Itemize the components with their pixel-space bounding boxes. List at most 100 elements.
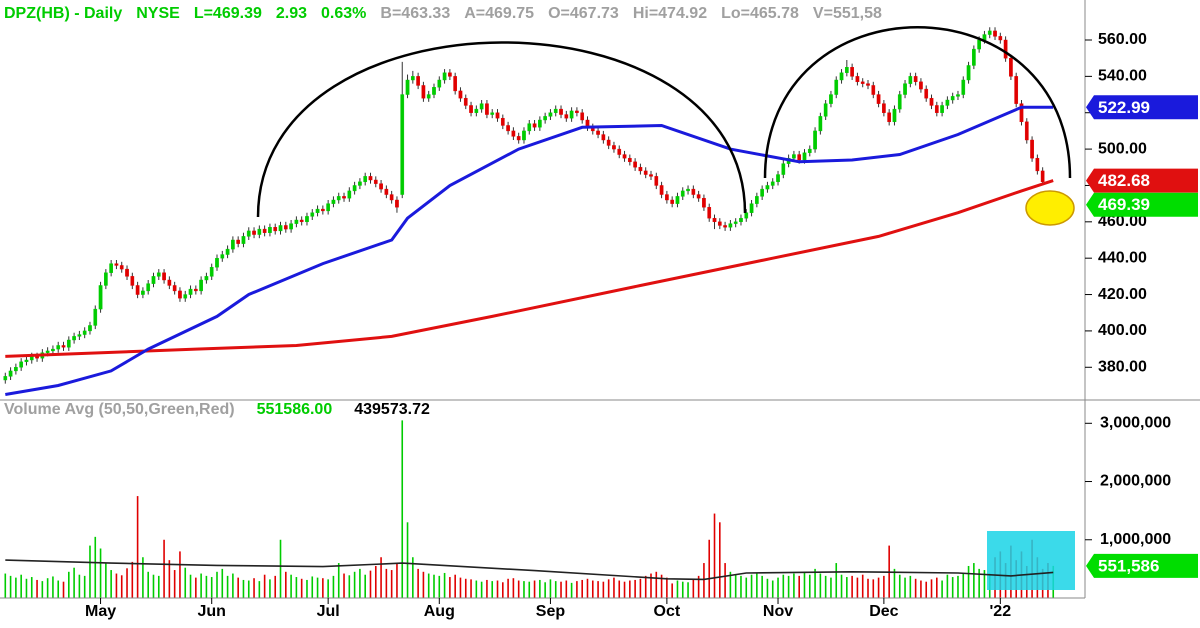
candle-body [310, 212, 315, 217]
candle-body [834, 79, 839, 95]
volume-bar [893, 568, 896, 598]
candle-body [416, 76, 420, 86]
volume-bar [274, 575, 277, 598]
candle-body [278, 225, 283, 232]
y-tick-label: 500.00 [1098, 140, 1147, 157]
volume-bar [417, 568, 419, 598]
candle-body [993, 30, 997, 37]
candle-body [797, 154, 802, 161]
value-tag-label: 551,586 [1098, 556, 1159, 575]
volume-bar [120, 575, 123, 598]
candle-body [707, 207, 712, 219]
volume-bar [967, 565, 970, 598]
candle-body [903, 83, 907, 95]
candle-body [1014, 76, 1019, 104]
volume-bar [660, 574, 663, 598]
volume-bar [359, 568, 361, 598]
candle-body [749, 203, 754, 213]
volume-bar [253, 578, 255, 598]
highlight-circle [1025, 190, 1075, 226]
volume-bar [247, 580, 250, 598]
candle-body [760, 188, 764, 197]
candle-body [781, 163, 786, 175]
candle-body [363, 176, 368, 183]
candle-body [860, 81, 865, 84]
candle-body [511, 130, 516, 137]
volume-bar [962, 573, 965, 598]
candle-body [617, 148, 622, 155]
candle-body [352, 185, 357, 192]
volume-bar [713, 513, 716, 598]
candle-body [474, 108, 479, 113]
volume-bar [951, 577, 954, 598]
candle-body [358, 181, 362, 186]
candle-body [553, 108, 558, 113]
candle-body [463, 97, 468, 106]
volume-bar [740, 575, 742, 598]
volume-bar [544, 582, 546, 598]
volume-bar [554, 581, 557, 598]
highlight-box [987, 531, 1075, 590]
header-text: L=469.39 [194, 5, 262, 22]
volume-bar [814, 568, 816, 598]
volume-bar [925, 581, 928, 598]
volume-bar [152, 574, 155, 598]
volume-bar [856, 577, 859, 598]
candle-body [268, 227, 272, 233]
candle-body [410, 76, 415, 81]
candle-body [151, 276, 156, 284]
candle-body [262, 228, 267, 233]
header-text: DPZ(HB) - Daily [4, 5, 122, 22]
header-text: Lo=465.78 [721, 5, 799, 22]
candle-body [342, 196, 346, 199]
candle-body [871, 85, 876, 95]
volume-bar [306, 579, 308, 598]
volume-bar [586, 578, 589, 598]
volume-bar [337, 563, 340, 598]
candle-body [252, 230, 256, 235]
volume-bar [157, 575, 160, 598]
candle-body [892, 108, 897, 123]
candle-body [659, 185, 664, 195]
candle-body [887, 112, 892, 123]
candle-body [691, 188, 696, 195]
volume-bar [205, 575, 208, 598]
volume-bar [364, 574, 366, 598]
candle-body [532, 123, 537, 128]
candle-body [522, 130, 526, 141]
foreground: DPZ(HB) - Daily NYSE L=469.39 2.93 0.63% B=46… [4, 5, 882, 418]
candle-body [929, 97, 934, 106]
candle-body [104, 272, 108, 286]
candle-body [855, 76, 860, 83]
candle-body [665, 194, 669, 201]
volume-bar [327, 579, 329, 598]
candle-body [347, 190, 352, 199]
candle-body [548, 112, 553, 117]
volume-bar [819, 573, 822, 598]
candle-body [686, 188, 690, 192]
candle-body [162, 272, 166, 281]
volume-bar [348, 575, 351, 598]
volume-tick-label: 3,000,000 [1100, 415, 1171, 432]
volume-bar [295, 577, 298, 598]
candle-body [882, 103, 886, 113]
value-tag-label: 469.39 [1098, 195, 1150, 214]
volume-bar [486, 579, 488, 598]
candle-body [972, 48, 976, 66]
x-tick-label: Oct [654, 603, 681, 620]
candle-body [426, 94, 431, 99]
candle-body [51, 348, 55, 352]
volume-bar [576, 581, 578, 598]
candle-body [876, 94, 881, 104]
volume-bar [491, 581, 494, 598]
candle-body [395, 199, 399, 208]
candle-body [1024, 121, 1029, 141]
candle-body [702, 197, 706, 208]
candle-body [940, 105, 944, 113]
candle-body [1035, 157, 1040, 172]
candle-body [559, 108, 563, 115]
candle-body [802, 152, 807, 161]
volume-bar [681, 581, 684, 598]
candle-body [813, 130, 817, 150]
